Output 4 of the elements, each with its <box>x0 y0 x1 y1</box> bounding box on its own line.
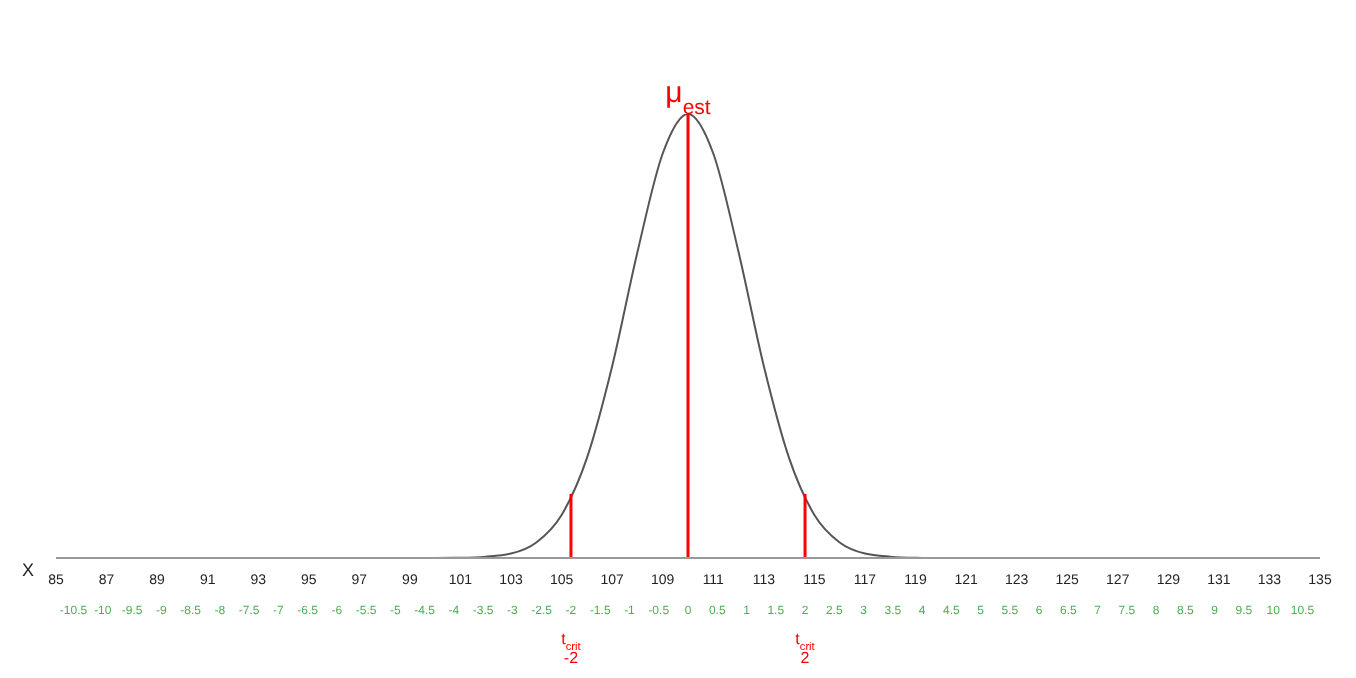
ref-line-label: μ$_{est}$ <box>665 76 711 120</box>
x-axis-title: X <box>22 560 35 581</box>
ref-line-label: t$_{crit}$ -2 <box>561 630 582 668</box>
ref-line-label: t$_{crit}$ 2 <box>795 630 816 668</box>
